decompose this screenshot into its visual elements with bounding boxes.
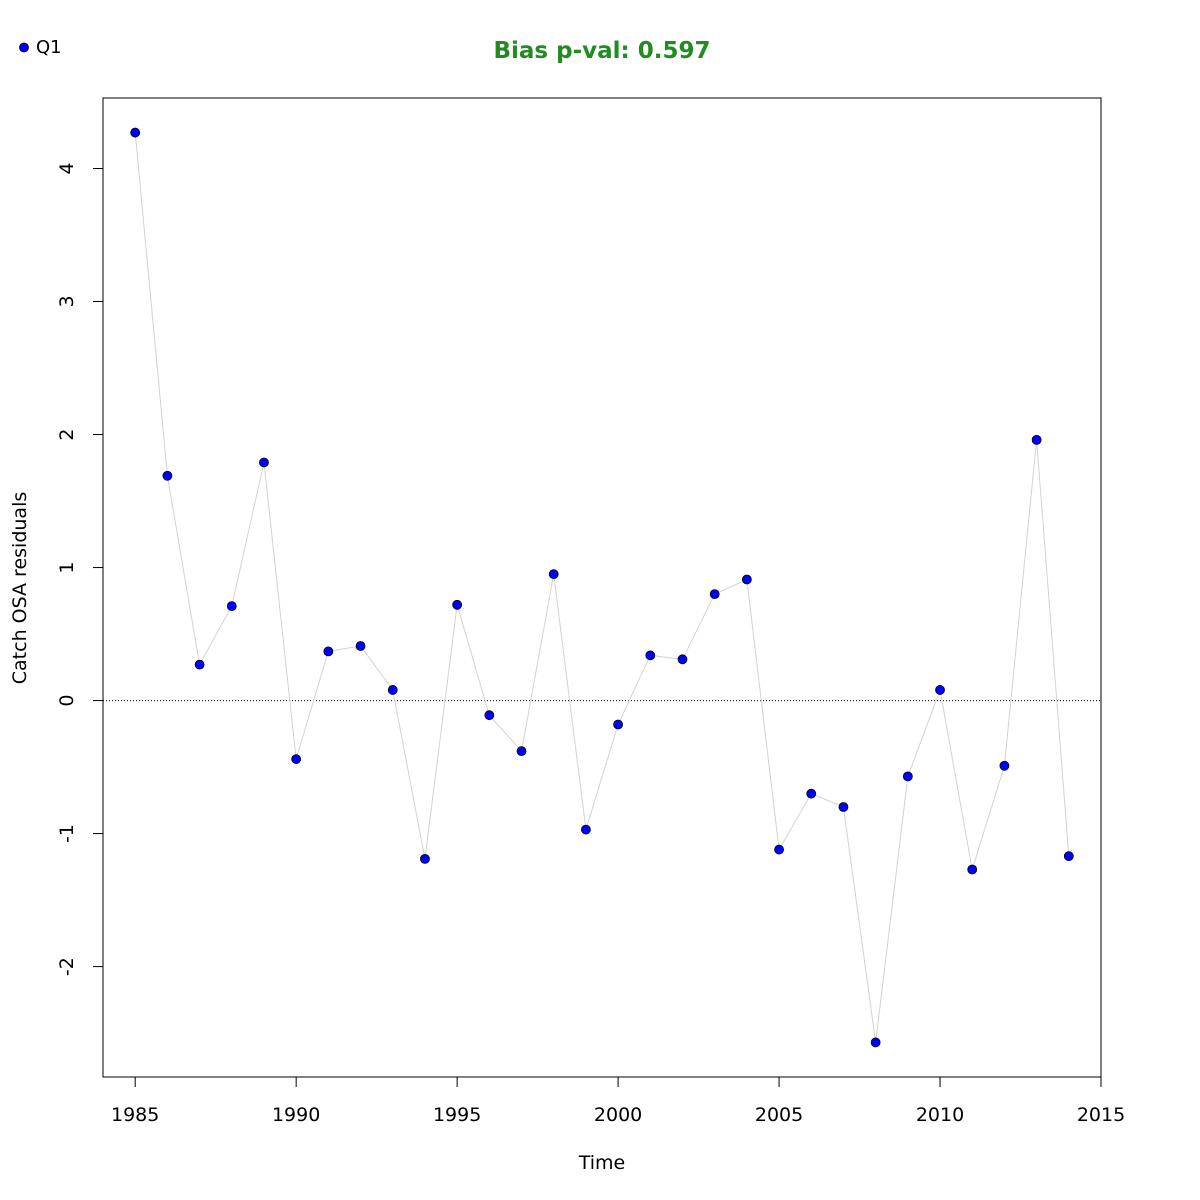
- chart-title: Bias p-val: 0.597: [494, 38, 711, 64]
- x-axis: 1985 1990 1995 2000 2005 2010 2015: [111, 1076, 1125, 1126]
- legend-label-q1: Q1: [36, 37, 62, 58]
- legend: Q1: [19, 37, 62, 58]
- data-point: [387, 685, 398, 695]
- data-point: [967, 864, 978, 875]
- y-tick-label: 4: [56, 162, 78, 174]
- x-tick-label: 1995: [433, 1104, 481, 1126]
- y-tick-label: 3: [56, 295, 78, 307]
- data-point: [420, 853, 430, 864]
- data-point: [581, 824, 591, 835]
- y-axis: -2 -1 0 1 2 3 4: [56, 162, 104, 976]
- data-point: [548, 569, 559, 580]
- plot-area-border: [102, 97, 1102, 1078]
- data-points-q1: [130, 127, 1074, 1048]
- x-axis-title: Time: [578, 1152, 626, 1174]
- data-point: [162, 470, 173, 481]
- data-point: [259, 457, 269, 468]
- data-point: [806, 788, 817, 799]
- legend-marker-q1: [19, 42, 29, 53]
- data-point: [999, 760, 1010, 771]
- data-point: [774, 844, 784, 855]
- y-tick-label: -1: [56, 824, 78, 843]
- x-tick-label: 1985: [111, 1104, 159, 1126]
- data-point: [741, 574, 752, 585]
- data-point: [130, 127, 141, 138]
- data-point: [838, 802, 849, 812]
- data-point: [291, 754, 302, 764]
- x-tick-label: 1990: [272, 1104, 320, 1126]
- data-point: [902, 771, 913, 782]
- data-point: [613, 719, 623, 730]
- data-point: [355, 641, 366, 651]
- y-tick-label: -2: [56, 957, 78, 976]
- x-tick-label: 2010: [916, 1104, 964, 1126]
- data-point: [516, 746, 527, 757]
- data-point: [452, 599, 463, 610]
- data-point: [677, 654, 688, 665]
- series-connector-line-q1: [134, 132, 1070, 1043]
- x-tick-label: 2015: [1077, 1104, 1125, 1126]
- data-point: [709, 589, 720, 600]
- x-tick-label: 2000: [594, 1104, 642, 1126]
- data-point: [1031, 434, 1042, 445]
- y-tick-label: 1: [56, 562, 78, 574]
- x-tick-label: 2005: [755, 1104, 803, 1126]
- data-point: [1063, 851, 1074, 862]
- data-point: [484, 710, 495, 721]
- data-point: [323, 646, 334, 657]
- data-point: [226, 601, 237, 612]
- y-tick-label: 2: [56, 428, 78, 440]
- y-axis-title: Catch OSA residuals: [9, 492, 31, 684]
- data-point: [935, 685, 945, 695]
- data-point: [194, 659, 205, 670]
- data-point: [870, 1037, 881, 1048]
- y-tick-label: 0: [56, 695, 78, 707]
- data-point: [645, 650, 656, 661]
